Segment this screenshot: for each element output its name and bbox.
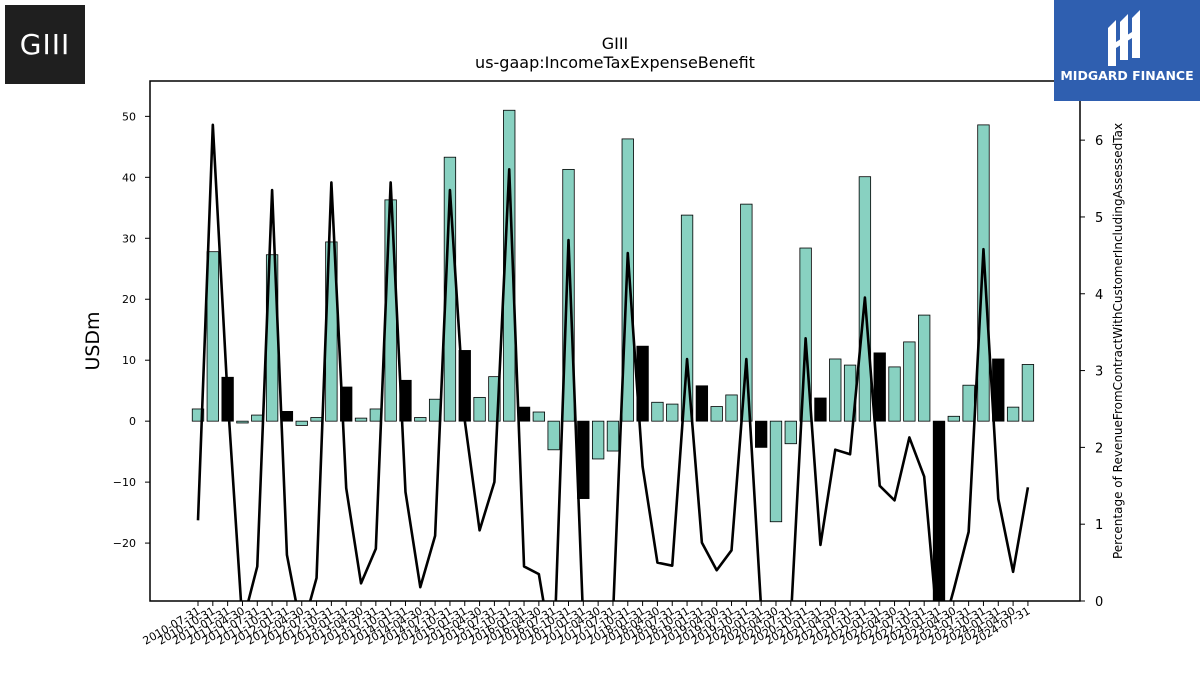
midgard-logo-text: MIDGARD FINANCE (1060, 68, 1194, 83)
y2-axis-label: Percentage of RevenueFromContractWithCus… (1111, 123, 1125, 559)
y2-tick-label: 5 (1095, 211, 1103, 226)
midgard-logo-icon (1108, 10, 1140, 66)
y-tick-label: −20 (113, 537, 136, 550)
bar-2012-07-31 (310, 417, 323, 422)
bar-2015-04-30 (473, 396, 486, 422)
chart-subtitle: us-gaap:IncomeTaxExpenseBenefit (475, 53, 755, 72)
bar-2012-04-30 (295, 420, 308, 426)
bar-2022-10-31 (918, 314, 931, 422)
bar-2013-01-31 (340, 386, 353, 422)
bar-2019-10-31 (740, 203, 753, 422)
y-tick-label: 0 (129, 415, 136, 428)
bar-2022-01-31 (873, 352, 886, 422)
bar-2019-07-31 (725, 394, 738, 422)
y-tick-label: 10 (122, 354, 136, 367)
bar-2019-01-31 (695, 385, 709, 422)
bar-2014-04-30 (414, 417, 427, 422)
bar-2016-07-31 (547, 420, 560, 451)
bar-2020-07-31 (784, 420, 797, 445)
bar-2018-07-31 (666, 403, 679, 422)
bar-2010-10-31 (206, 251, 219, 422)
bar-2013-04-30 (354, 417, 368, 422)
bar-2022-07-31 (903, 341, 916, 422)
y2-tick-label: 6 (1095, 134, 1103, 149)
chart-title: GIII (602, 34, 629, 53)
bar-2024-07-31 (1021, 364, 1035, 422)
bar-2018-10-31 (680, 214, 694, 422)
y2-tick-label: 2 (1095, 441, 1103, 456)
bar-2012-01-31 (280, 411, 294, 422)
bar-2020-01-31 (755, 420, 768, 448)
bar-2021-01-31 (814, 397, 827, 422)
y-tick-label: 50 (122, 110, 136, 123)
bar-2023-04-30 (947, 415, 960, 422)
midgard-finance-logo: MIDGARD FINANCE (1054, 0, 1200, 101)
plot-frame (149, 80, 1081, 602)
y-tick-label: 30 (122, 232, 136, 245)
bar-2016-10-31 (562, 168, 575, 422)
bar-2021-04-30 (829, 358, 842, 422)
y-axis-label: USDm (82, 311, 104, 370)
y2-tick-label: 1 (1095, 518, 1103, 533)
bar-2016-04-30 (532, 411, 546, 422)
bar-2017-04-30 (591, 420, 605, 460)
bar-2011-07-31 (251, 414, 264, 422)
giii-logo: GIII (5, 5, 85, 84)
y2-tick-label: 4 (1095, 288, 1103, 303)
y-tick-label: 40 (122, 171, 136, 184)
bar-2011-04-30 (236, 420, 249, 424)
giii-logo-text: GIII (19, 28, 71, 61)
y-tick-label: −10 (113, 476, 136, 489)
bar-2015-07-31 (488, 376, 501, 422)
bar-2016-01-31 (517, 406, 531, 422)
bar-2017-07-31 (606, 420, 620, 452)
bar-2022-04-30 (888, 366, 901, 422)
bar-2023-07-31 (962, 384, 975, 422)
line-series-percentage (196, 123, 1030, 601)
bar-2024-04-30 (1006, 406, 1020, 422)
y-tick-label: 20 (122, 293, 136, 306)
bar-2023-01-31 (932, 420, 946, 602)
bar-2014-01-31 (399, 379, 412, 422)
bar-2020-10-31 (799, 247, 812, 422)
bar-2019-04-30 (710, 406, 723, 422)
bar-2020-04-30 (769, 420, 783, 523)
y2-tick-label: 0 (1095, 595, 1103, 610)
bar-2018-04-30 (651, 401, 664, 422)
y2-tick-label: 3 (1095, 365, 1103, 380)
bar-2010-07-31 (191, 408, 205, 422)
